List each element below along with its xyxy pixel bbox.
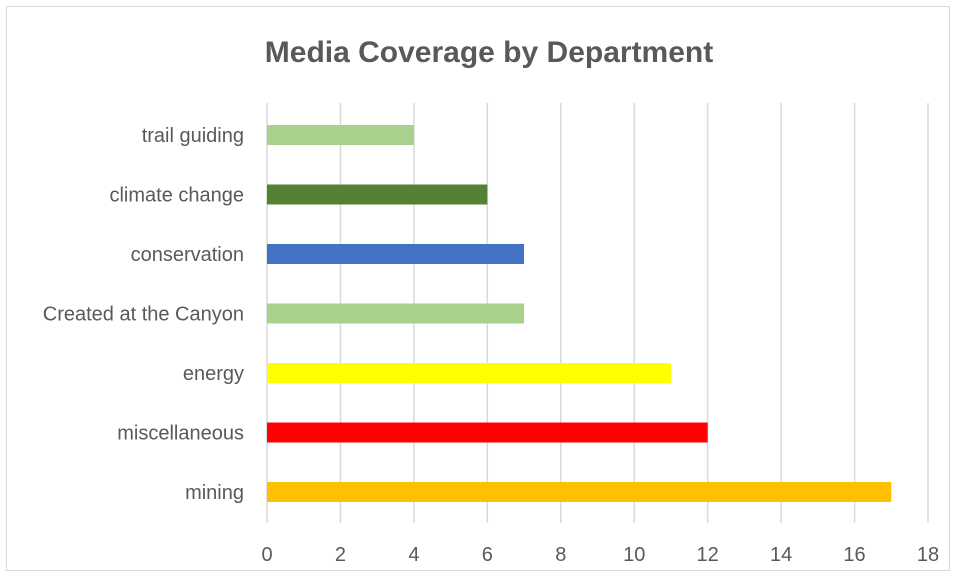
x-tick-label: 10 [623,544,645,566]
bar-mining [267,482,892,502]
x-tick-label: 4 [408,544,419,566]
gridlines [266,103,929,523]
category-label: miscellaneous [117,423,244,445]
bar-trail-guiding [267,125,414,145]
x-axis-tick-labels: 0 2 4 6 8 10 12 14 16 18 [261,544,939,566]
bars [267,125,892,502]
x-tick-label: 8 [555,544,566,566]
x-tick-label: 6 [482,544,493,566]
bar-miscellaneous [267,422,708,443]
x-tick-label: 16 [843,544,865,566]
category-label: conservation [131,244,244,266]
category-label: energy [183,363,244,385]
x-tick-label: 0 [261,544,272,566]
category-labels: mining miscellaneous energy Created at the … [43,125,244,504]
chart-frame [6,6,950,571]
bar-climate-change [267,184,488,205]
category-label: climate change [109,185,244,207]
x-tick-label: 18 [917,544,939,566]
x-tick-label: 14 [770,544,792,566]
bar-energy [267,363,671,383]
category-label: mining [185,482,244,504]
chart-title: Media Coverage by Department [265,36,713,69]
bar-conservation [267,244,525,264]
x-tick-label: 2 [335,544,346,566]
category-label: Created at the Canyon [43,304,244,326]
x-tick-label: 12 [697,544,719,566]
bar-created-at-the-canyon [267,303,525,324]
category-label: trail guiding [142,125,244,147]
